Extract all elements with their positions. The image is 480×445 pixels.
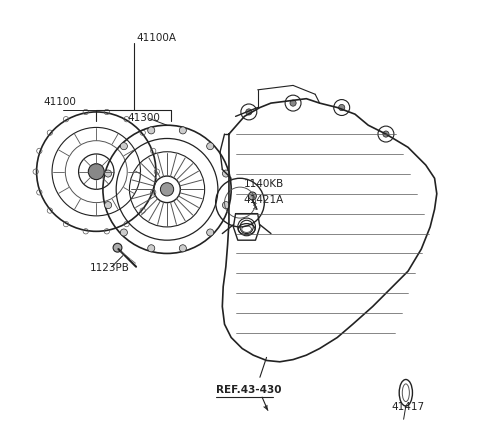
Circle shape (148, 127, 155, 134)
Circle shape (105, 202, 112, 209)
Text: REF.43-430: REF.43-430 (216, 385, 281, 395)
Text: 41421A: 41421A (243, 195, 284, 206)
Circle shape (207, 143, 214, 150)
Circle shape (180, 127, 186, 134)
Circle shape (160, 183, 174, 196)
Circle shape (88, 164, 104, 180)
Circle shape (290, 100, 296, 106)
Circle shape (120, 143, 127, 150)
Circle shape (207, 229, 214, 236)
Circle shape (222, 170, 229, 177)
Circle shape (105, 170, 112, 177)
Circle shape (113, 243, 122, 252)
Circle shape (249, 192, 256, 200)
Text: 41100: 41100 (43, 97, 76, 107)
Circle shape (120, 229, 127, 236)
Text: 1140KB: 1140KB (243, 179, 284, 189)
Circle shape (338, 105, 345, 111)
Text: 41300: 41300 (127, 113, 160, 123)
Circle shape (246, 109, 252, 115)
Text: 41417: 41417 (392, 402, 425, 413)
Circle shape (180, 245, 186, 252)
Text: 1123PB: 1123PB (90, 263, 130, 273)
Circle shape (383, 131, 389, 137)
Circle shape (148, 245, 155, 252)
Text: 41100A: 41100A (136, 33, 176, 43)
Circle shape (222, 202, 229, 209)
